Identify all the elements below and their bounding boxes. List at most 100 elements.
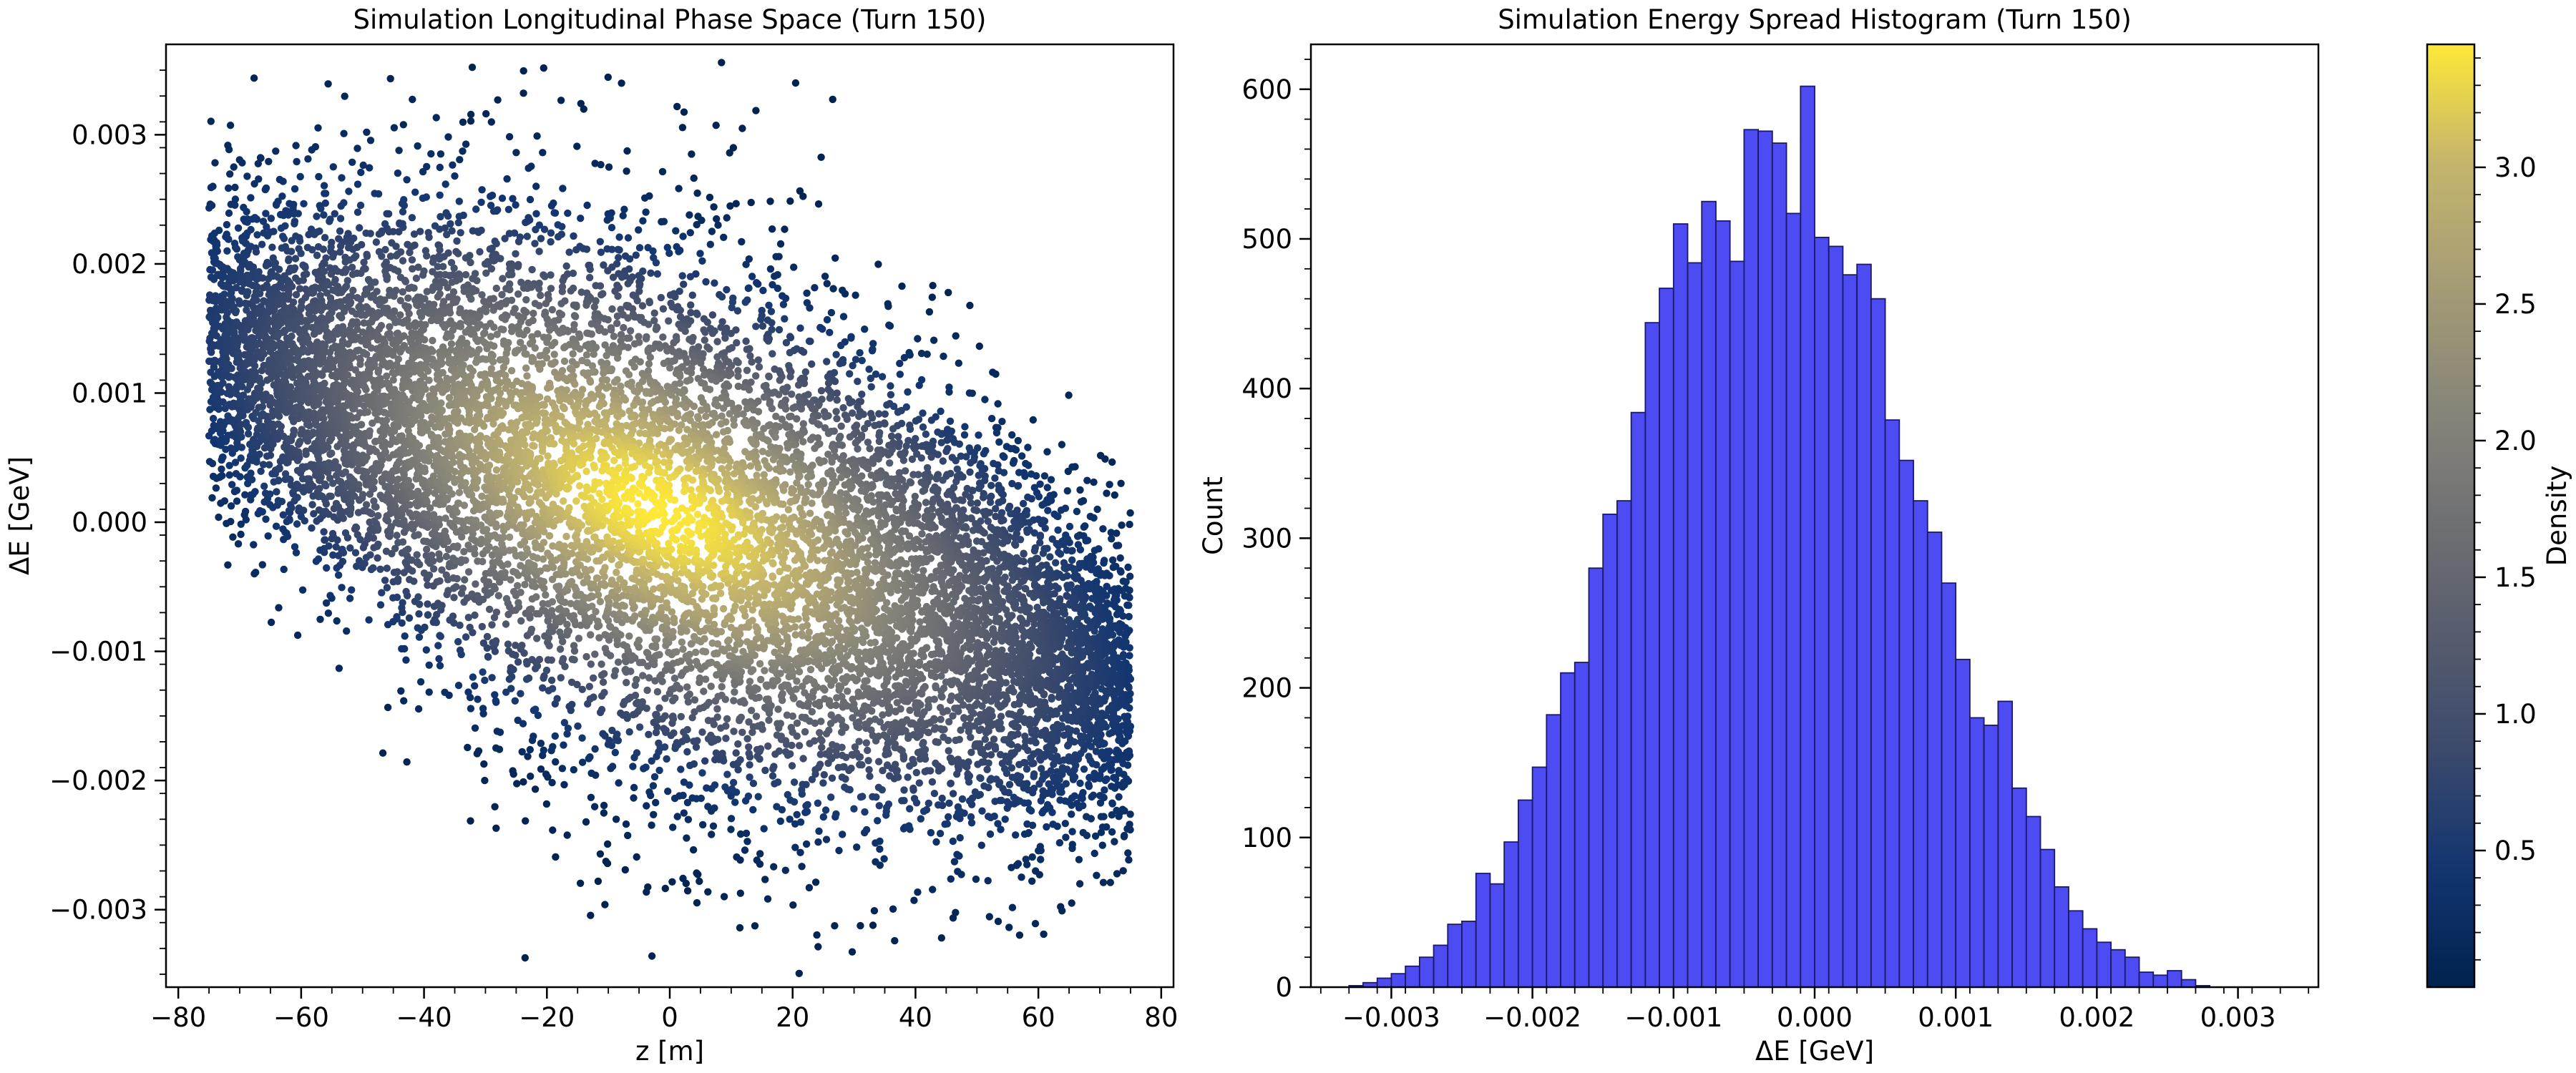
scatter-point [1029, 416, 1038, 424]
scatter-point [994, 400, 1002, 408]
scatter-point [838, 773, 847, 781]
scatter-point [805, 883, 814, 892]
scatter-point [353, 180, 362, 188]
scatter-point [231, 183, 239, 192]
scatter-point [1126, 572, 1134, 580]
scatter-point [889, 905, 897, 913]
scatter-point [701, 757, 709, 765]
scatter-point [401, 645, 409, 653]
scatter-point [625, 255, 634, 263]
scatter-point [711, 279, 718, 287]
scatter-point [847, 334, 855, 342]
scatter-point [366, 551, 374, 559]
scatter-point [243, 172, 251, 180]
scatter-point [395, 227, 403, 236]
scatter-point [384, 210, 393, 218]
scatter-point [427, 150, 435, 158]
scatter-point [1061, 820, 1070, 828]
scatter-point [946, 754, 955, 763]
scatter-point [747, 198, 755, 207]
scatter-point [981, 396, 989, 403]
scatter-point [629, 763, 637, 770]
scatter-point [514, 237, 523, 245]
scatter-point [547, 202, 556, 210]
scatter-point [531, 785, 540, 793]
scatter-point [585, 682, 593, 690]
scatter-point [599, 678, 608, 686]
scatter-point [949, 837, 957, 846]
scatter-point [1032, 867, 1040, 875]
scatter-point [410, 230, 419, 238]
scatter-point [658, 217, 665, 226]
scatter-point [727, 815, 736, 823]
scatter-point [1113, 746, 1121, 754]
scatter-point [492, 824, 500, 833]
scatter-point [260, 482, 268, 490]
scatter-point [743, 346, 751, 353]
scatter-point [618, 79, 625, 87]
scatter-point [454, 219, 462, 227]
scatter-point [525, 674, 533, 682]
scatter-point [1057, 903, 1065, 911]
scatter-point [401, 632, 409, 640]
scatter-point [791, 79, 800, 87]
scatter-point [414, 558, 421, 566]
scatter-point [576, 879, 585, 888]
scatter-point [573, 680, 581, 689]
scatter-point [512, 149, 520, 157]
scatter-point [912, 768, 921, 777]
scatter-point [1008, 577, 1017, 584]
scatter-point [336, 227, 344, 235]
scatter-point [337, 202, 345, 210]
scatter-point [906, 351, 914, 359]
scatter-point [736, 923, 744, 932]
scatter-point [507, 685, 515, 692]
scatter-point [237, 454, 245, 462]
scatter-point [503, 175, 511, 183]
scatter-point [1115, 767, 1123, 775]
scatter-point [924, 799, 933, 808]
scatter-point [741, 298, 749, 306]
scatter-point [786, 373, 794, 381]
scatter-point [272, 522, 280, 530]
scatter-point [661, 712, 669, 720]
scatter-point [769, 280, 776, 289]
scatter-point [294, 448, 303, 456]
scatter-point [986, 499, 995, 506]
scatter-point [841, 783, 849, 791]
scatter-point [930, 336, 938, 344]
scatter-point [655, 739, 663, 748]
scatter-point [226, 170, 234, 178]
scatter-point [1080, 523, 1088, 531]
scatter-point [335, 665, 343, 672]
scatter-point [826, 394, 834, 402]
scatter-point [846, 370, 854, 378]
scatter-point [966, 468, 974, 476]
scatter-point [481, 676, 489, 685]
scatter-point [919, 738, 927, 747]
scatter-point [324, 80, 332, 88]
scatter-point [784, 790, 792, 799]
scatter-point [874, 817, 882, 825]
scatter-point [341, 92, 348, 100]
scatter-point [994, 917, 1002, 926]
scatter-point [353, 144, 361, 152]
scatter-point [487, 192, 494, 200]
scatter-point [504, 640, 512, 648]
scatter-point [1108, 783, 1116, 790]
scatter-point [1045, 780, 1053, 788]
scatter-point [233, 497, 241, 505]
scatter-point [405, 614, 414, 622]
scatter-point [1005, 780, 1014, 789]
scatter-point [660, 743, 669, 751]
scatter-point [723, 770, 731, 778]
scatter-point [423, 162, 431, 171]
scatter-point [1010, 540, 1019, 548]
scatter-point [399, 599, 406, 607]
scatter-point [905, 822, 913, 830]
scatter-point [220, 497, 229, 505]
scatter-point [821, 273, 829, 280]
scatter-point [648, 952, 656, 960]
scatter-point [232, 308, 240, 317]
scatter-point [409, 95, 416, 104]
